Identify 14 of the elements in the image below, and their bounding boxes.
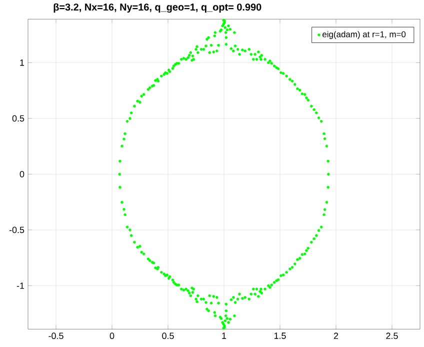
x-tick-label: 2.5: [386, 332, 398, 339]
x-tick-label: 1.5: [274, 332, 286, 339]
x-tick-label: 0.5: [162, 332, 174, 339]
legend-label: eig(adam) at r=1, m=0: [322, 31, 406, 39]
y-tick-label: 0: [20, 170, 24, 178]
y-tick-label: -0.5: [9, 226, 24, 234]
x-tick-label: -0.5: [48, 332, 64, 339]
chart-title: β=3.2, Nx=16, Ny=16, q_geo=1, q_opt= 0.990: [54, 3, 262, 13]
y-tick-label: 0.5: [12, 115, 24, 122]
y-tick-label: 1: [20, 59, 24, 66]
x-tick-label: 2: [334, 332, 338, 339]
x-tick-label: 1: [222, 332, 226, 339]
x-tick-label: 0: [110, 332, 114, 339]
y-tick-label: -1: [16, 282, 24, 289]
